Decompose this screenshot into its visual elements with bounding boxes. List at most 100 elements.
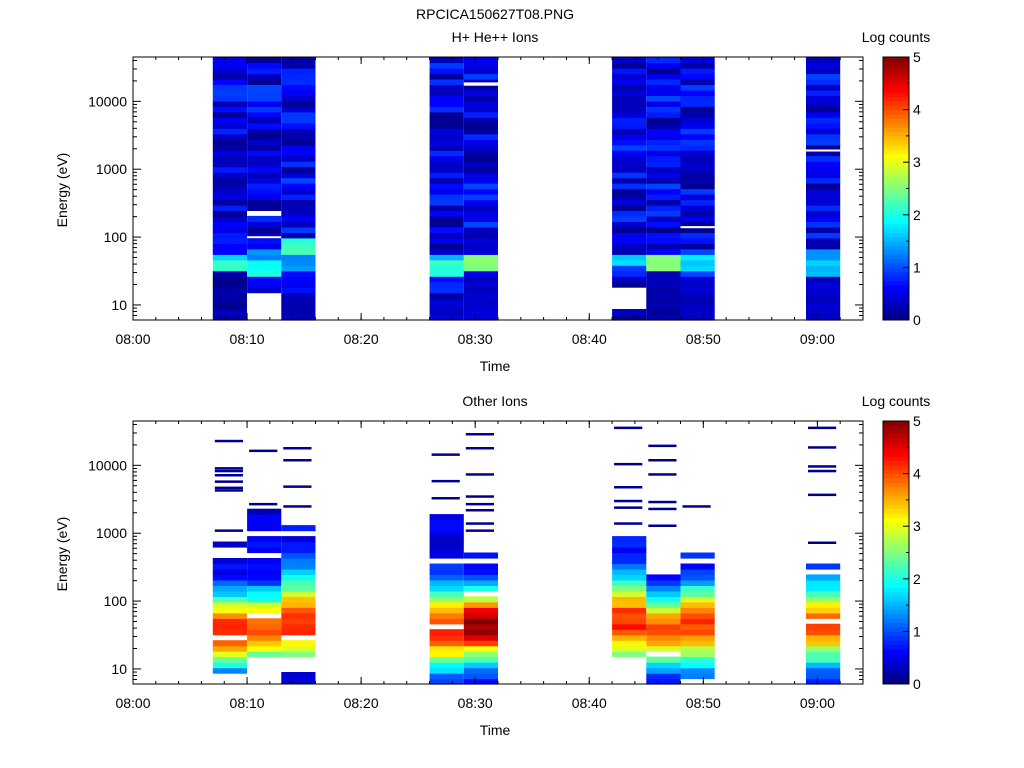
colorbar-segment — [883, 473, 909, 479]
heatmap-cell — [463, 645, 498, 652]
colorbar-segment — [883, 570, 909, 575]
heatmap-cell — [429, 204, 464, 211]
heatmap-cell — [281, 645, 316, 652]
heatmap-cell — [463, 166, 498, 173]
heatmap-cell — [806, 84, 841, 91]
colorbar-segment — [883, 315, 909, 321]
heatmap-cell — [806, 199, 841, 206]
colorbar-segment — [883, 61, 909, 67]
sparse-count-line — [431, 453, 460, 456]
heatmap-cell — [247, 547, 282, 554]
colorbar-segment — [883, 311, 909, 317]
heatmap-cell — [212, 662, 247, 669]
heatmap-cell — [463, 552, 498, 559]
colorbar-segment — [883, 482, 909, 488]
colorbar-segment — [883, 162, 909, 168]
heatmap-cell — [429, 144, 464, 151]
heatmap-cell — [212, 161, 247, 168]
heatmap-cell — [429, 634, 464, 641]
time-column — [680, 505, 715, 680]
colorbar-tick-label: 1 — [913, 259, 921, 275]
heatmap-cell — [247, 265, 282, 272]
heatmap-cell — [680, 667, 715, 674]
heatmap-cell — [680, 122, 715, 129]
heatmap-cell — [806, 634, 841, 641]
colorbar-segment — [883, 556, 909, 562]
heatmap-cell — [463, 563, 498, 570]
colorbar-segment — [883, 280, 909, 286]
heatmap-cell — [806, 226, 841, 233]
panel-other-ions: Other Ions Log counts Time Energy (eV) 0… — [54, 393, 930, 738]
heatmap-cell — [612, 139, 647, 146]
heatmap-cell — [429, 640, 464, 647]
colorbar-segment — [883, 587, 909, 593]
colorbar-tick-label: 4 — [913, 102, 921, 118]
heatmap-cell — [247, 194, 282, 201]
heatmap-cell — [612, 183, 647, 190]
heatmap-cell — [806, 204, 841, 211]
heatmap-cell — [612, 150, 647, 157]
colorbar-segment — [883, 175, 909, 181]
heatmap-cell — [281, 188, 316, 195]
heatmap-cell — [281, 177, 316, 184]
colorbar: 0 1 2 3 4 5 — [882, 413, 921, 692]
heatmap-cell — [680, 166, 715, 173]
heatmap-cell — [646, 188, 681, 195]
x-tick-label: 08:20 — [344, 331, 379, 347]
heatmap-cell — [680, 111, 715, 118]
heatmap-cell — [612, 259, 647, 266]
colorbar-segment — [883, 442, 909, 448]
y-tick-label: 10000 — [88, 93, 127, 109]
colorbar-segment — [883, 521, 909, 527]
colorbar-segment — [883, 613, 909, 619]
heatmap-cell — [646, 89, 681, 96]
heatmap-cell — [429, 276, 464, 283]
heatmap-cell — [646, 150, 681, 157]
heatmap-cell — [646, 166, 681, 173]
sparse-count-line — [614, 426, 643, 430]
heatmap-cell — [646, 221, 681, 228]
heatmap-cell — [806, 612, 841, 619]
colorbar-segment — [883, 245, 909, 251]
heatmap-cell — [281, 215, 316, 222]
data-gap — [806, 149, 841, 152]
heatmap-cell — [806, 254, 841, 261]
heatmap-cell — [429, 629, 464, 636]
heatmap-cell — [281, 73, 316, 80]
sparse-count-line — [614, 506, 643, 509]
x-tick-label: 08:10 — [230, 331, 265, 347]
heatmap-cell — [429, 303, 464, 310]
heatmap-cell — [680, 199, 715, 206]
heatmap-cell — [247, 221, 282, 228]
heatmap-cell — [247, 215, 282, 222]
heatmap-cell — [281, 651, 316, 658]
x-tick-label: 08:40 — [572, 695, 607, 711]
heatmap-cell — [247, 188, 282, 195]
heatmap-cell — [247, 106, 282, 113]
heatmap-cell — [612, 276, 647, 283]
colorbar-segment — [883, 477, 909, 483]
heatmap-cell — [463, 607, 498, 614]
heatmap-cell — [212, 612, 247, 619]
heatmap-cell — [247, 68, 282, 75]
colorbar-segment — [883, 188, 909, 194]
heatmap-cell — [646, 596, 681, 603]
heatmap-cell — [612, 78, 647, 85]
colorbar-tick-label: 2 — [913, 207, 921, 223]
heatmap-cell — [612, 128, 647, 135]
heatmap-cell — [429, 281, 464, 288]
heatmap-cell — [212, 106, 247, 113]
heatmap-cell — [680, 73, 715, 80]
colorbar-segment — [883, 469, 909, 475]
heatmap-cells — [212, 426, 841, 685]
heatmap-cell — [463, 265, 498, 272]
data-gap — [247, 211, 282, 214]
heatmap-cell — [463, 585, 498, 592]
x-axis-label: Time — [480, 722, 511, 738]
heatmap-cell — [281, 232, 316, 239]
heatmap-cell — [247, 525, 282, 532]
heatmap-cell — [806, 629, 841, 636]
colorbar-segment — [883, 263, 909, 268]
heatmap-cell — [612, 172, 647, 179]
heatmap-cell — [680, 281, 715, 288]
